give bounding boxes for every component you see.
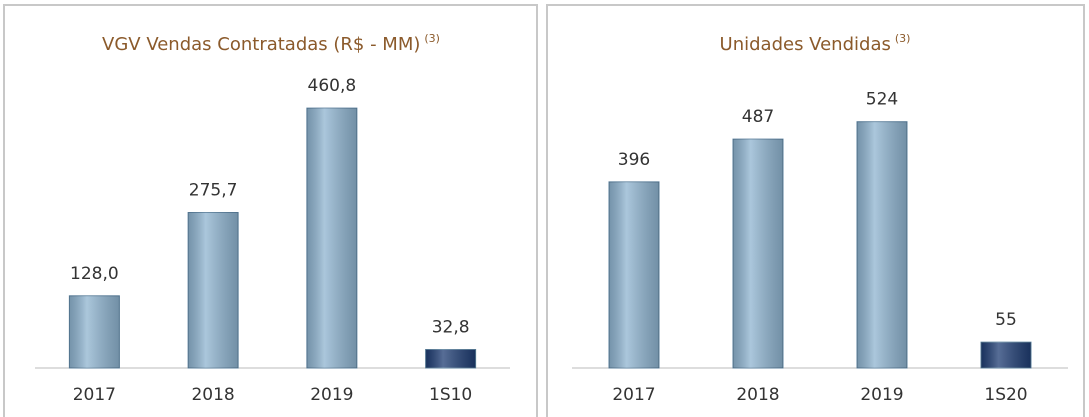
x-tick-label: 1S20 bbox=[984, 385, 1027, 405]
chart-title: Unidades Vendidas (3) bbox=[720, 32, 911, 55]
title-text: Unidades Vendidas bbox=[720, 34, 891, 55]
x-tick-label: 1S10 bbox=[429, 385, 472, 405]
value-label: 32,8 bbox=[432, 318, 470, 338]
value-label: 460,8 bbox=[308, 76, 357, 96]
x-tick-label: 2019 bbox=[310, 385, 353, 405]
bar-sheen bbox=[609, 181, 659, 368]
value-label: 55 bbox=[995, 310, 1017, 330]
x-tick-label: 2018 bbox=[191, 385, 234, 405]
value-label: 275,7 bbox=[189, 181, 238, 201]
bar-sheen bbox=[733, 139, 783, 368]
bar-sheen bbox=[857, 121, 907, 368]
value-label: 487 bbox=[742, 107, 774, 127]
title-note: (3) bbox=[895, 32, 911, 45]
bar-sheen bbox=[425, 349, 476, 368]
panel bbox=[546, 4, 1085, 417]
x-tick-label: 2017 bbox=[73, 385, 116, 405]
x-tick-label: 2017 bbox=[612, 385, 655, 405]
title-text: VGV Vendas Contratadas (R$ - MM) bbox=[102, 34, 420, 55]
value-label: 396 bbox=[618, 150, 650, 170]
title-note: (3) bbox=[424, 32, 440, 45]
x-tick-label: 2018 bbox=[736, 385, 779, 405]
bar-sheen bbox=[69, 295, 120, 368]
value-label: 128,0 bbox=[70, 264, 119, 284]
bar-sheen bbox=[306, 108, 357, 369]
bar-sheen bbox=[188, 212, 239, 368]
bar-sheen bbox=[981, 342, 1031, 368]
chart-title: VGV Vendas Contratadas (R$ - MM) (3) bbox=[102, 32, 440, 55]
panel bbox=[3, 4, 538, 417]
value-label: 524 bbox=[866, 90, 898, 110]
x-tick-label: 2019 bbox=[860, 385, 903, 405]
